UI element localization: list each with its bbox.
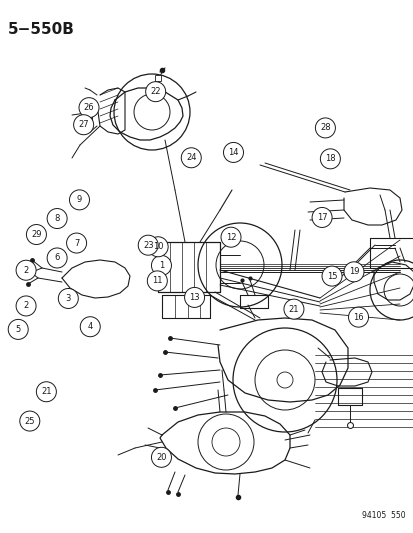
- Circle shape: [145, 82, 165, 102]
- Circle shape: [69, 190, 89, 210]
- Text: 29: 29: [31, 230, 42, 239]
- Circle shape: [26, 224, 46, 245]
- Circle shape: [223, 142, 243, 163]
- Circle shape: [8, 319, 28, 340]
- Text: 5−550B: 5−550B: [8, 22, 75, 37]
- Text: 2: 2: [24, 266, 28, 274]
- Circle shape: [58, 288, 78, 309]
- Text: 23: 23: [142, 241, 153, 249]
- Text: 16: 16: [352, 313, 363, 321]
- Circle shape: [20, 411, 40, 431]
- Text: 27: 27: [78, 120, 89, 129]
- Circle shape: [147, 271, 167, 291]
- Circle shape: [16, 260, 36, 280]
- Circle shape: [66, 233, 86, 253]
- Text: 18: 18: [324, 155, 335, 163]
- Text: 25: 25: [24, 417, 35, 425]
- Circle shape: [151, 255, 171, 276]
- Circle shape: [16, 296, 36, 316]
- Circle shape: [80, 317, 100, 337]
- Text: 28: 28: [319, 124, 330, 132]
- Text: 20: 20: [156, 453, 166, 462]
- Circle shape: [221, 227, 240, 247]
- Text: 1: 1: [159, 261, 164, 270]
- Text: 14: 14: [228, 148, 238, 157]
- Circle shape: [348, 307, 368, 327]
- Circle shape: [283, 299, 303, 319]
- Text: 21: 21: [41, 387, 52, 396]
- Circle shape: [47, 248, 67, 268]
- Circle shape: [181, 148, 201, 168]
- Circle shape: [311, 207, 331, 228]
- Circle shape: [79, 98, 99, 118]
- Circle shape: [47, 208, 67, 229]
- Text: 7: 7: [74, 239, 79, 247]
- Text: 12: 12: [225, 233, 236, 241]
- Text: 8: 8: [55, 214, 59, 223]
- Text: 13: 13: [189, 293, 199, 302]
- Text: 5: 5: [16, 325, 21, 334]
- Circle shape: [321, 266, 341, 286]
- Text: 24: 24: [185, 154, 196, 162]
- Text: 15: 15: [326, 272, 337, 280]
- Circle shape: [148, 237, 168, 257]
- Text: 19: 19: [348, 268, 358, 276]
- Text: 4: 4: [88, 322, 93, 331]
- Circle shape: [343, 262, 363, 282]
- Circle shape: [36, 382, 56, 402]
- Text: 2: 2: [24, 302, 28, 310]
- Text: 6: 6: [55, 254, 59, 262]
- Text: 21: 21: [288, 305, 299, 313]
- Text: 94105  550: 94105 550: [361, 511, 405, 520]
- Circle shape: [320, 149, 339, 169]
- Circle shape: [315, 118, 335, 138]
- Text: 3: 3: [66, 294, 71, 303]
- Circle shape: [151, 447, 171, 467]
- Circle shape: [138, 235, 158, 255]
- Circle shape: [74, 115, 93, 135]
- Circle shape: [184, 287, 204, 308]
- Text: 17: 17: [316, 213, 327, 222]
- Text: 22: 22: [150, 87, 161, 96]
- Text: 26: 26: [83, 103, 94, 112]
- Text: 9: 9: [77, 196, 82, 204]
- Text: 10: 10: [152, 243, 163, 251]
- Text: 11: 11: [152, 277, 162, 285]
